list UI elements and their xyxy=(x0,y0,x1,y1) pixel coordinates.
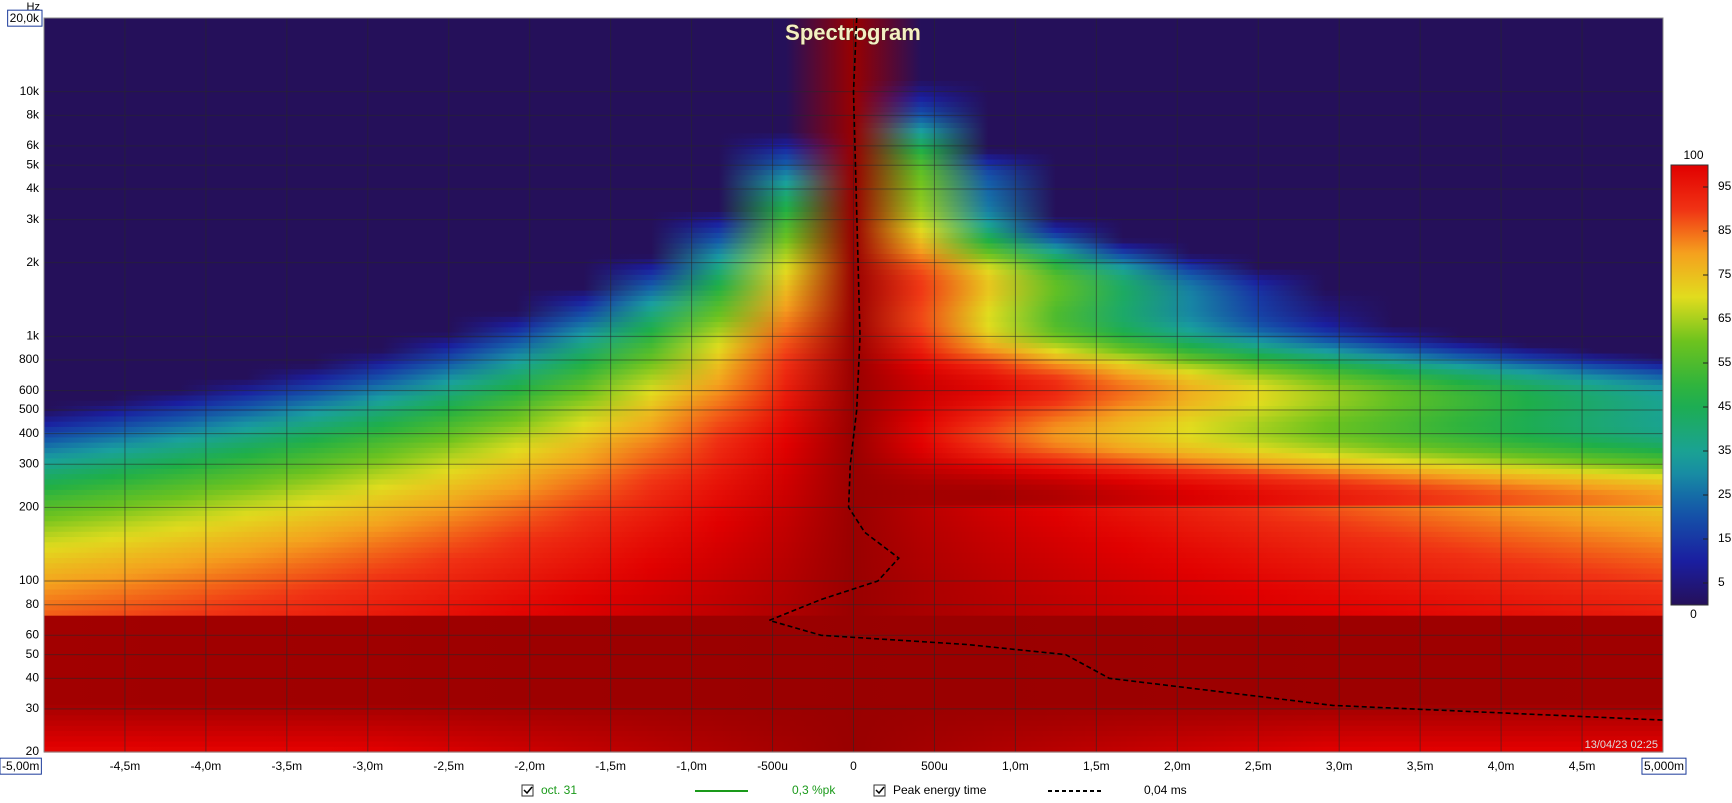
colorbar-label: 65 xyxy=(1718,311,1732,325)
plot-frame xyxy=(43,17,1664,753)
y-tick-label: 20,0k xyxy=(10,11,40,25)
x-tick-label: 1,5m xyxy=(1083,759,1110,773)
x-tick-label: -500u xyxy=(757,759,788,773)
y-tick-label: 300 xyxy=(19,456,39,470)
check-mark xyxy=(523,786,533,795)
colorbar xyxy=(1670,164,1709,606)
colorbar-label: 85 xyxy=(1718,223,1732,237)
x-tick-label: 5,000m xyxy=(1644,759,1684,773)
checkbox[interactable] xyxy=(521,784,534,797)
x-tick-label: -2,5m xyxy=(433,759,464,773)
colorbar-label: 55 xyxy=(1718,355,1732,369)
x-tick-label: 2,0m xyxy=(1164,759,1191,773)
timestamp: 13/04/23 02:25 xyxy=(1585,739,1658,751)
y-tick-label: 400 xyxy=(19,426,39,440)
colorbar-label: 100 xyxy=(1683,148,1703,162)
y-tick-label: 8k xyxy=(26,108,40,122)
x-tick-label: 4,5m xyxy=(1569,759,1596,773)
y-tick-label: 50 xyxy=(26,647,40,661)
y-tick-label: 40 xyxy=(26,671,40,685)
legend-value: 0,3 %pk xyxy=(792,783,836,797)
x-tick-label: 1,0m xyxy=(1002,759,1029,773)
colorbar-label: 15 xyxy=(1718,531,1732,545)
y-tick-label: 200 xyxy=(19,500,39,514)
y-tick-label: 6k xyxy=(26,138,40,152)
colorbar-label: 5 xyxy=(1718,575,1725,589)
y-tick-label: 80 xyxy=(26,597,40,611)
y-tick-label: 600 xyxy=(19,383,39,397)
x-tick-label: -3,5m xyxy=(272,759,303,773)
x-tick-label: -3,0m xyxy=(352,759,383,773)
y-tick-label: 2k xyxy=(26,255,40,269)
colorbar-label: 35 xyxy=(1718,443,1732,457)
peak-energy-line xyxy=(766,17,1664,721)
colorbar-label: 25 xyxy=(1718,487,1732,501)
y-tick-label: 800 xyxy=(19,352,39,366)
colorbar-label: 45 xyxy=(1718,399,1732,413)
x-tick-label: 3,0m xyxy=(1326,759,1353,773)
colorbar-label: 0 xyxy=(1690,607,1697,621)
y-tick-label: 100 xyxy=(19,573,39,587)
check-mark xyxy=(875,786,885,795)
x-tick-label: -2,0m xyxy=(514,759,545,773)
x-tick-label: -1,0m xyxy=(676,759,707,773)
colorbar-label: 75 xyxy=(1718,267,1732,281)
legend-label: Peak energy time xyxy=(893,783,987,797)
tick-label-box xyxy=(1641,757,1687,775)
x-tick-label: 2,5m xyxy=(1245,759,1272,773)
x-tick-label: 0 xyxy=(850,759,857,773)
x-tick-label: 4,0m xyxy=(1488,759,1515,773)
y-tick-label: 4k xyxy=(26,181,40,195)
y-tick-label: 30 xyxy=(26,701,40,715)
y-tick-label: 10k xyxy=(20,84,40,98)
x-tick-label: 3,5m xyxy=(1407,759,1434,773)
colorbar-label: 95 xyxy=(1718,179,1732,193)
x-tick-label: -4,5m xyxy=(110,759,141,773)
legend-value: 0,04 ms xyxy=(1144,783,1187,797)
x-tick-label: 500u xyxy=(921,759,948,773)
legend-label: oct. 31 xyxy=(541,783,577,797)
grid xyxy=(43,17,1664,753)
chart-title: Spectrogram xyxy=(785,20,921,45)
x-tick-label: -1,5m xyxy=(595,759,626,773)
x-tick-label: -4,0m xyxy=(191,759,222,773)
checkbox[interactable] xyxy=(873,784,886,797)
y-tick-label: 1k xyxy=(26,328,40,342)
y-tick-label: 3k xyxy=(26,212,40,226)
y-tick-label: 20 xyxy=(26,744,40,758)
tick-label-box xyxy=(0,757,42,775)
tick-label-box xyxy=(7,9,43,27)
x-tick-label: -5,00m xyxy=(2,759,39,773)
y-tick-label: 500 xyxy=(19,402,39,416)
y-tick-label: 5k xyxy=(26,157,40,171)
y-tick-label: 60 xyxy=(26,627,40,641)
